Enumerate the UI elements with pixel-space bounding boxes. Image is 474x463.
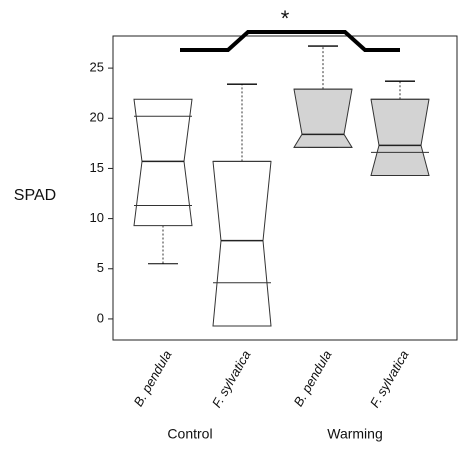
group-label: Warming bbox=[327, 426, 383, 442]
significance-marker: * bbox=[281, 6, 290, 31]
y-tick-label: 20 bbox=[90, 110, 104, 125]
y-axis-label: SPAD bbox=[14, 187, 56, 204]
y-tick-label: 0 bbox=[97, 310, 104, 325]
notched-box bbox=[370, 98, 430, 176]
x-tick-label: F. sylvatica bbox=[209, 348, 254, 410]
notched-box bbox=[133, 98, 193, 227]
x-tick-label: B. pendula bbox=[290, 348, 334, 409]
y-tick-label: 5 bbox=[97, 260, 104, 275]
x-tick-label: B. pendula bbox=[130, 348, 174, 409]
group-label: Control bbox=[167, 426, 212, 442]
plot-frame bbox=[112, 35, 458, 341]
significance-bracket bbox=[180, 30, 400, 52]
y-tick-label: 15 bbox=[90, 160, 104, 175]
y-tick-label: 10 bbox=[90, 210, 104, 225]
x-tick-label: F. sylvatica bbox=[367, 348, 412, 410]
y-tick-label: 25 bbox=[90, 60, 104, 75]
notched-box bbox=[212, 160, 272, 327]
notched-box bbox=[293, 88, 353, 148]
